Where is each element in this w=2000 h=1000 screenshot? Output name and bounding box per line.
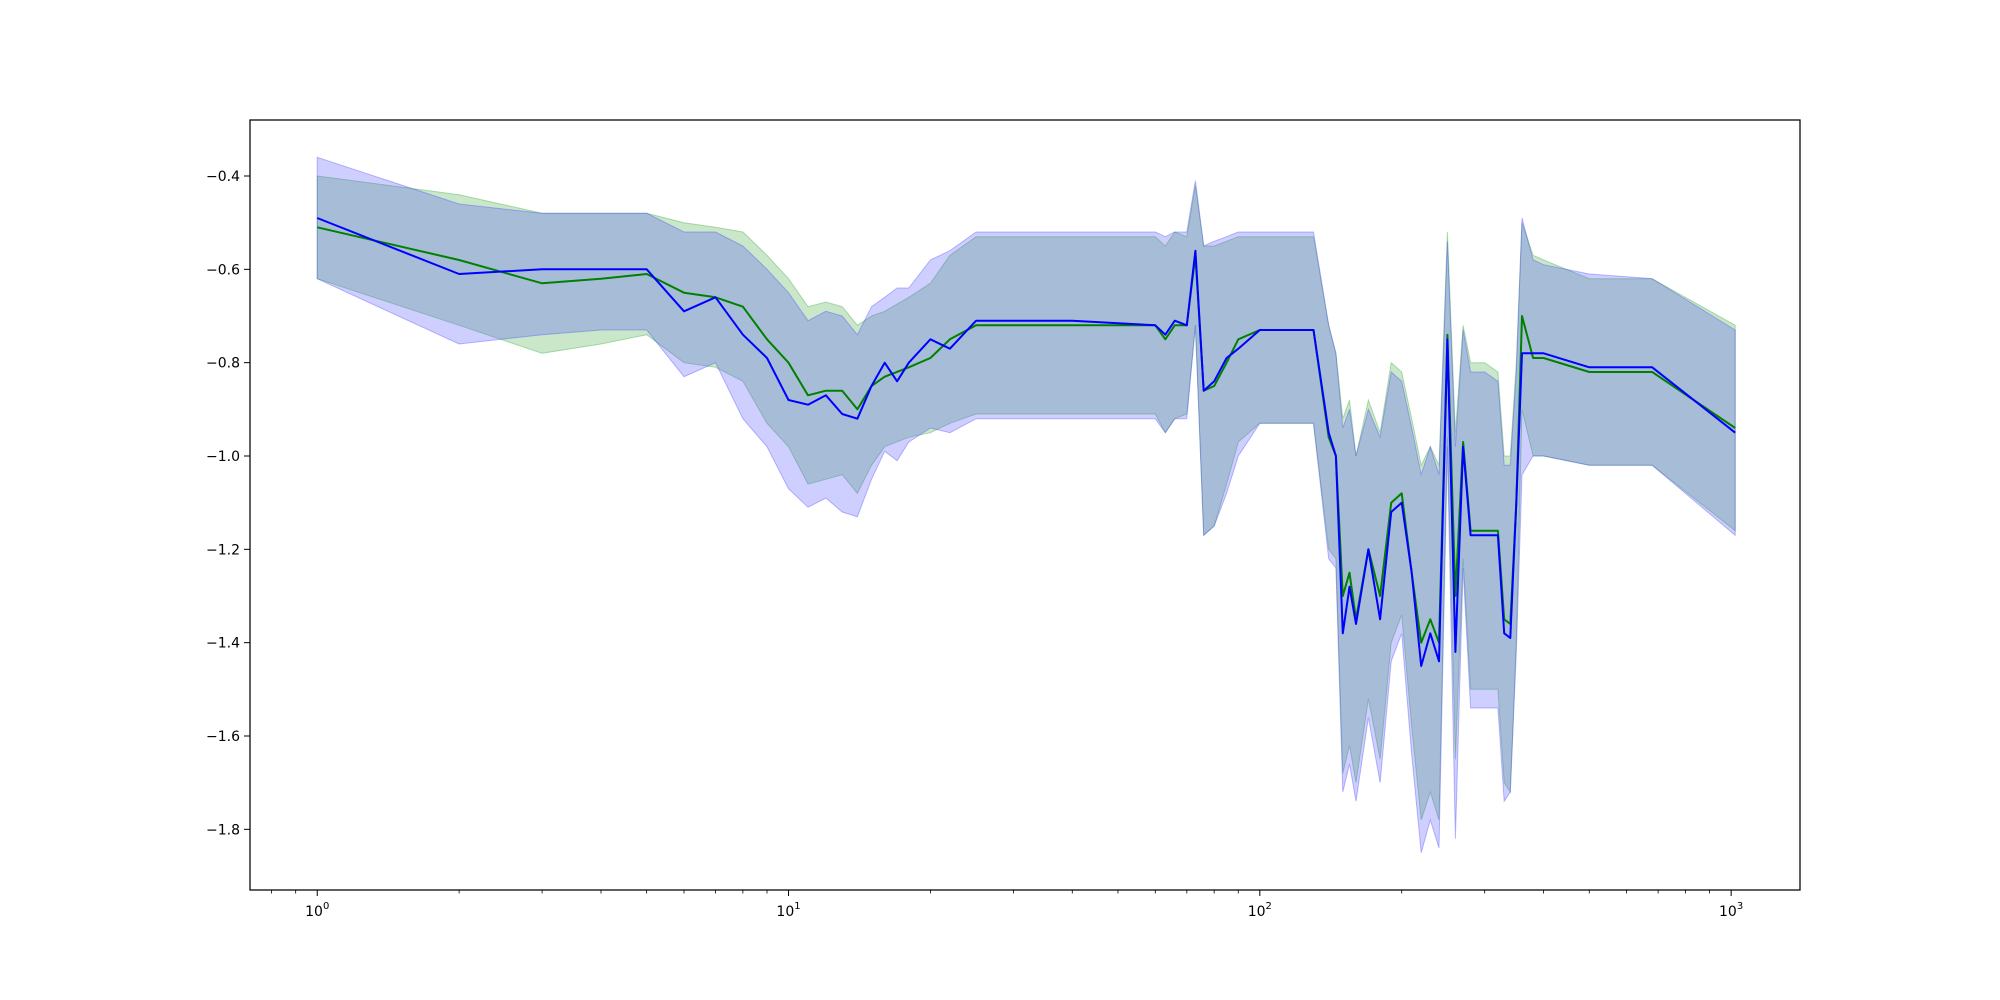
y-tick-label: −1.8 xyxy=(206,822,240,838)
x-tick-label: 102 xyxy=(1248,901,1272,920)
x-tick-label-exponent: 1 xyxy=(794,901,800,912)
y-tick-label: −1.4 xyxy=(206,636,240,652)
x-axis: 100 101 102 103 xyxy=(271,890,1743,920)
series-2-band xyxy=(316,156,1736,853)
x-tick-label: 101 xyxy=(776,901,800,920)
series-2-line xyxy=(316,217,1736,667)
x-tick-label-base: 10 xyxy=(776,904,794,920)
series-1-band xyxy=(316,175,1736,821)
x-tick-label-exponent: 2 xyxy=(1266,901,1272,912)
x-tick-label: 100 xyxy=(305,901,329,920)
series-1-line xyxy=(316,226,1736,644)
x-tick-label-base: 10 xyxy=(305,904,323,920)
y-tick-label: −1.0 xyxy=(206,449,240,465)
confidence-bands xyxy=(316,156,1736,853)
y-tick-label: −1.6 xyxy=(206,729,240,745)
series-lines xyxy=(316,217,1736,667)
x-tick-label-base: 10 xyxy=(1248,904,1266,920)
x-tick-label: 103 xyxy=(1719,901,1743,920)
y-tick-label: −0.6 xyxy=(206,262,240,278)
y-tick-label: −0.4 xyxy=(206,169,240,185)
y-tick-label: −1.2 xyxy=(206,542,240,558)
y-axis: −0.4 −0.6 −0.8 −1.0 −1.2 −1.4 −1.6 −1.8 xyxy=(206,169,250,838)
x-tick-label-exponent: 0 xyxy=(323,901,329,912)
y-tick-label: −0.8 xyxy=(206,356,240,372)
x-tick-label-exponent: 3 xyxy=(1737,901,1743,912)
x-tick-label-base: 10 xyxy=(1719,904,1737,920)
plot-frame xyxy=(249,119,1801,891)
